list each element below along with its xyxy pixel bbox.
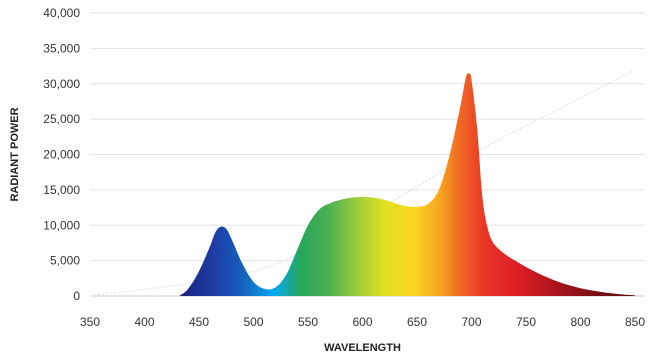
x-tick-label: 350 — [80, 315, 100, 329]
x-tick-label: 600 — [352, 315, 372, 329]
x-tick-label: 550 — [298, 315, 318, 329]
y-tick-label: 15,000 — [43, 183, 80, 197]
gridlines — [90, 12, 645, 297]
x-tick-label: 800 — [570, 315, 590, 329]
x-axis-title: WAVELENGTH — [324, 342, 401, 354]
y-tick-label: 10,000 — [43, 218, 80, 232]
y-tick-label: 0 — [73, 289, 80, 303]
x-tick-label: 750 — [516, 315, 536, 329]
spectrum-area — [179, 73, 635, 296]
x-tick-label: 650 — [407, 315, 427, 329]
y-axis-title: RADIANT POWER — [9, 107, 21, 201]
y-tick-label: 40,000 — [43, 6, 80, 20]
x-tick-label: 450 — [189, 315, 209, 329]
y-tick-label: 35,000 — [43, 41, 80, 55]
y-tick-label: 25,000 — [43, 112, 80, 126]
x-tick-label: 400 — [134, 315, 154, 329]
x-tick-label: 500 — [243, 315, 263, 329]
x-axis-ticks: 350 400 450 500 550 600 650 700 750 800 850 — [80, 315, 645, 329]
x-tick-label: 850 — [625, 315, 645, 329]
y-tick-label: 20,000 — [43, 148, 80, 162]
y-tick-label: 30,000 — [43, 77, 80, 91]
x-tick-label: 700 — [461, 315, 481, 329]
y-tick-label: 5,000 — [50, 254, 80, 268]
y-axis-ticks: 0 5,000 10,000 15,000 20,000 25,000 30,000 35,0… — [43, 6, 80, 303]
